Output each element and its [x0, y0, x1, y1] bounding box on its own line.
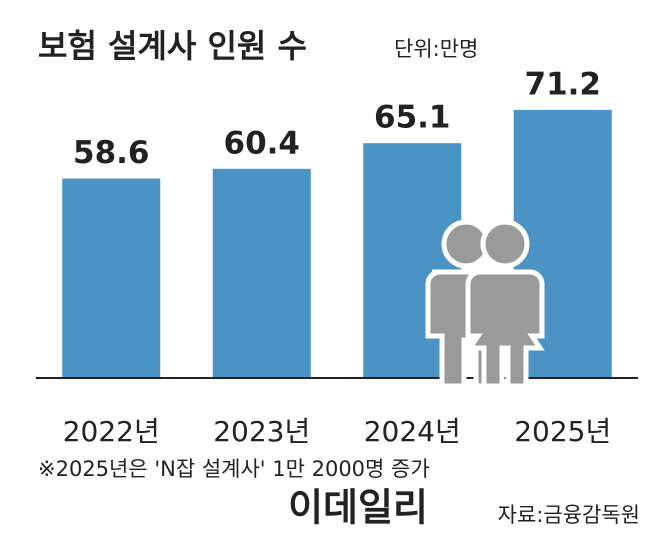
- bar: [212, 168, 311, 378]
- watermark: 이데일리: [288, 486, 428, 530]
- value-label: 60.4: [224, 125, 301, 161]
- value-label: 58.6: [73, 135, 150, 171]
- x-tick-label: 2025년: [514, 415, 611, 448]
- x-tick-label: 2023년: [213, 415, 310, 448]
- chart-subtitle: 단위:만명: [394, 37, 478, 61]
- x-tick-label: 2024년: [364, 415, 461, 448]
- people-icon: [425, 219, 545, 389]
- bar: [62, 178, 161, 378]
- source: 자료:금융감독원: [498, 503, 640, 527]
- plot: 58.6 2022년 60.4 2023년 65.1 2024년 71.2 2025년: [36, 66, 638, 448]
- x-tick-label: 2022년: [63, 415, 160, 448]
- value-label: 65.1: [374, 100, 451, 136]
- value-label: 71.2: [525, 66, 602, 102]
- note: ※2025년은 'N잡 설계사' 1만 2000명 증가: [38, 457, 430, 481]
- chart-title: 보험 설계사 인원 수: [38, 27, 307, 65]
